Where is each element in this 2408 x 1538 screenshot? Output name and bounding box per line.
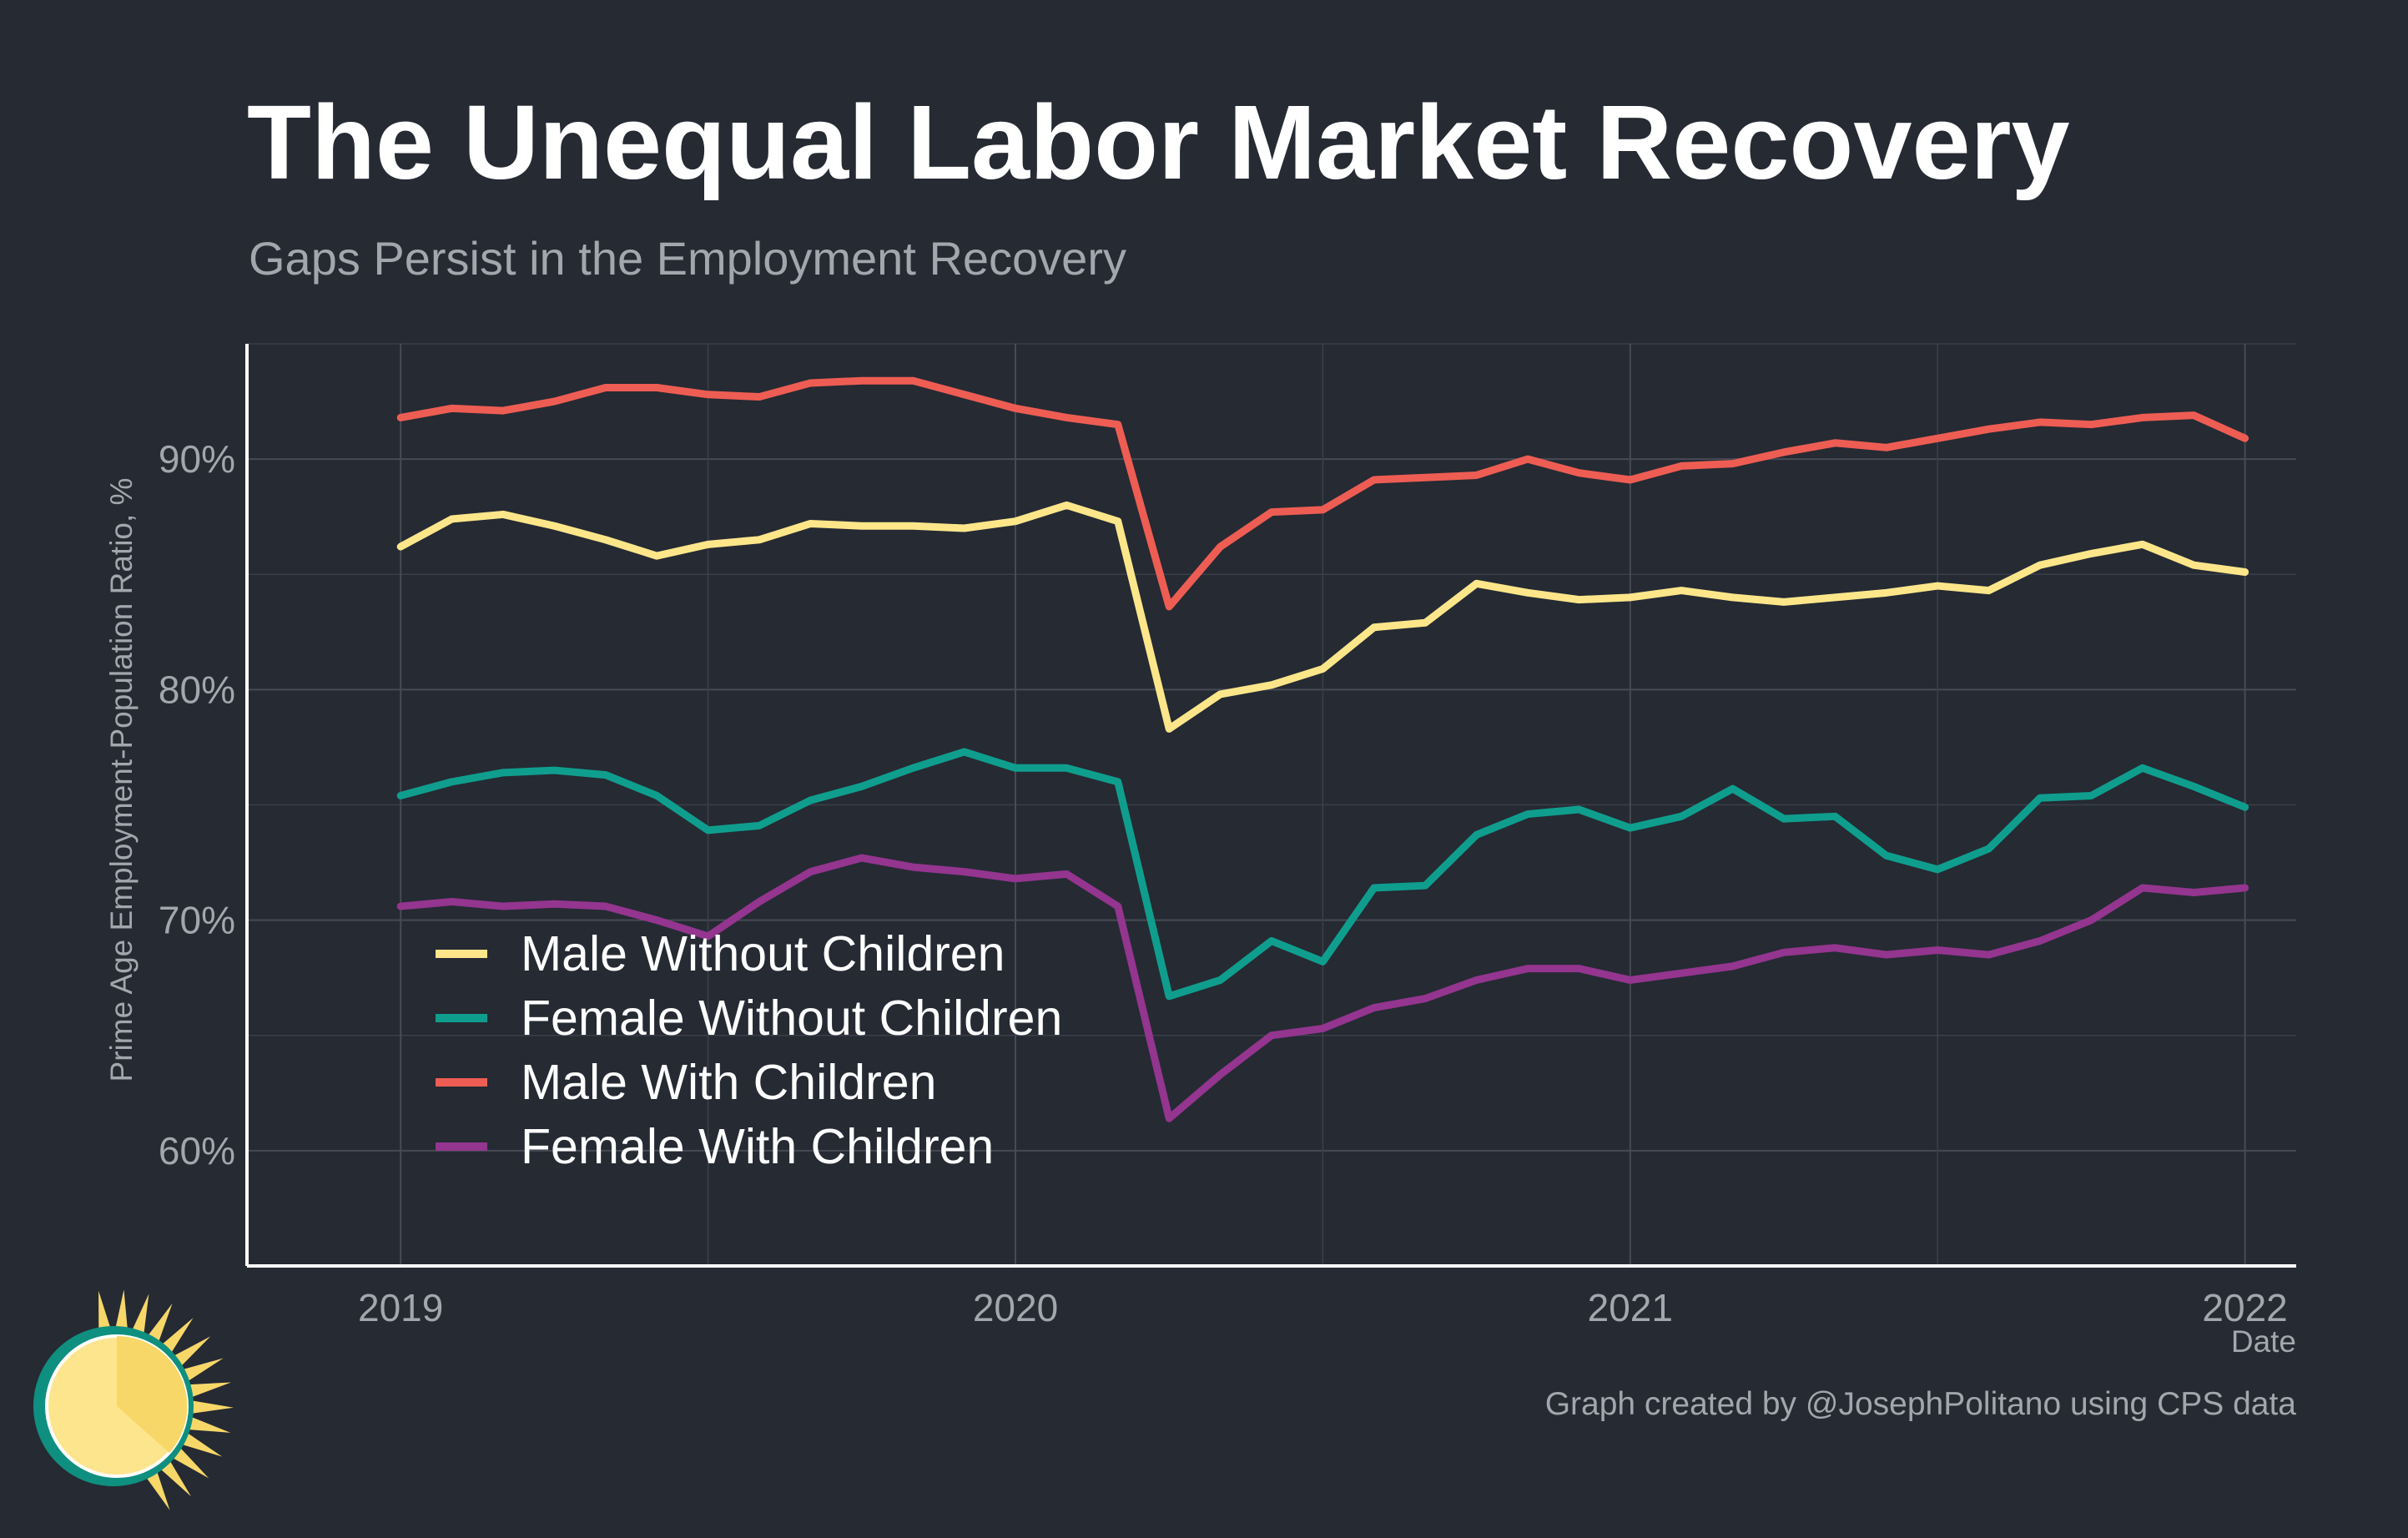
x-tick-label: 2020 (973, 1286, 1058, 1329)
y-axis-title: Prime Age Employment-Population Ratio, % (104, 478, 139, 1082)
source-caption: Graph created by @JosephPolitano using C… (1544, 1386, 2296, 1422)
y-tick-label: 60% (159, 1129, 235, 1172)
sun-shade (117, 1335, 188, 1453)
series-lines (396, 376, 2249, 1122)
sun-logo (33, 1289, 234, 1510)
y-tick-label: 90% (159, 437, 235, 481)
chart-subtitle: Gaps Persist in the Employment Recovery (249, 232, 1126, 285)
series-line-3 (396, 854, 2249, 1122)
grid-lines (247, 343, 2296, 1267)
legend-label: Female Without Children (521, 991, 1062, 1046)
x-tick-label: 2022 (2202, 1286, 2287, 1329)
y-tick-label: 80% (159, 668, 235, 711)
legend-label: Female With Children (521, 1119, 994, 1174)
x-tick-label: 2019 (358, 1286, 443, 1329)
series-line-0 (396, 501, 2249, 733)
series-line-2 (396, 376, 2249, 611)
sun-rays (98, 1289, 234, 1510)
legend-label: Male With Children (521, 1055, 936, 1110)
x-axis-title: Date (2231, 1324, 2296, 1359)
legend: Male Without Children Female Without Chil… (436, 926, 1062, 1174)
legend-label: Male Without Children (521, 926, 1005, 981)
x-tick-label: 2021 (1588, 1286, 1673, 1329)
chart-title: The Unequal Labor Market Recovery (247, 83, 2070, 201)
y-tick-label: 70% (159, 899, 235, 942)
series-line-1 (396, 748, 2249, 1001)
